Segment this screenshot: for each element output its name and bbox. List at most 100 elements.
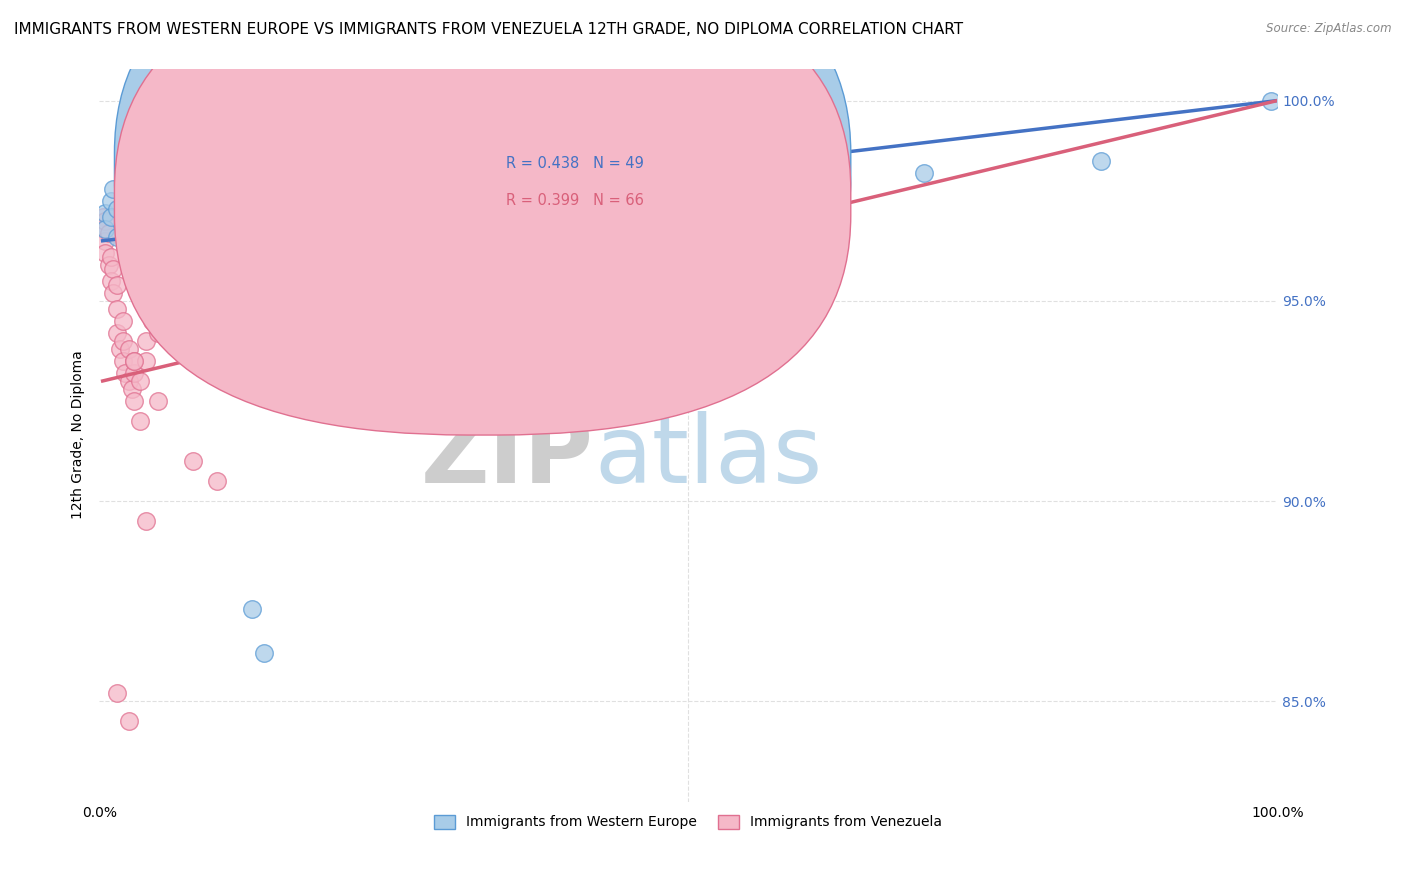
Point bbox=[253, 261, 276, 276]
Point bbox=[94, 213, 117, 227]
Point bbox=[117, 213, 139, 227]
Point bbox=[347, 210, 370, 224]
Point bbox=[117, 190, 139, 204]
Point bbox=[912, 166, 935, 180]
Point bbox=[170, 202, 193, 216]
Point bbox=[146, 326, 169, 340]
Point bbox=[229, 274, 252, 288]
Text: IMMIGRANTS FROM WESTERN EUROPE VS IMMIGRANTS FROM VENEZUELA 12TH GRADE, NO DIPLO: IMMIGRANTS FROM WESTERN EUROPE VS IMMIGR… bbox=[14, 22, 963, 37]
Point bbox=[183, 213, 205, 227]
Point bbox=[91, 221, 114, 235]
Point bbox=[200, 261, 222, 276]
Point bbox=[159, 226, 181, 240]
Point bbox=[141, 314, 163, 328]
Point bbox=[117, 714, 139, 729]
Point bbox=[97, 258, 120, 272]
Point bbox=[103, 261, 125, 276]
Point bbox=[124, 394, 146, 409]
Point bbox=[418, 202, 440, 216]
Point bbox=[240, 602, 263, 616]
Point bbox=[159, 282, 181, 296]
Point bbox=[94, 205, 117, 219]
Point bbox=[141, 213, 163, 227]
Point bbox=[100, 210, 122, 224]
Point bbox=[1090, 153, 1112, 168]
Point bbox=[94, 245, 117, 260]
Point bbox=[170, 285, 193, 300]
Point bbox=[94, 234, 117, 248]
Point bbox=[183, 454, 205, 468]
Point bbox=[183, 274, 205, 288]
Point bbox=[103, 285, 125, 300]
Point bbox=[105, 229, 128, 244]
Point bbox=[124, 234, 146, 248]
Point bbox=[323, 221, 346, 235]
Point bbox=[111, 354, 134, 368]
Point bbox=[124, 366, 146, 380]
Point bbox=[299, 205, 322, 219]
Point bbox=[323, 234, 346, 248]
Point bbox=[170, 261, 193, 276]
FancyBboxPatch shape bbox=[114, 0, 851, 435]
Text: ZIP: ZIP bbox=[420, 411, 593, 503]
Point bbox=[560, 202, 582, 216]
Point bbox=[264, 253, 287, 268]
Point bbox=[129, 374, 152, 388]
Point bbox=[124, 205, 146, 219]
Point bbox=[159, 314, 181, 328]
Point bbox=[111, 314, 134, 328]
Point bbox=[299, 221, 322, 235]
Point bbox=[382, 213, 405, 227]
Point bbox=[194, 261, 217, 276]
Point bbox=[153, 198, 176, 212]
Point bbox=[97, 226, 120, 240]
FancyBboxPatch shape bbox=[114, 0, 851, 399]
Point bbox=[135, 202, 157, 216]
Text: R = 0.438   N = 49: R = 0.438 N = 49 bbox=[506, 156, 644, 171]
Point bbox=[129, 221, 152, 235]
Y-axis label: 12th Grade, No Diploma: 12th Grade, No Diploma bbox=[72, 351, 86, 519]
Point bbox=[135, 218, 157, 232]
Point bbox=[124, 354, 146, 368]
Point bbox=[117, 342, 139, 356]
Point bbox=[129, 414, 152, 428]
Point bbox=[794, 178, 817, 192]
Text: atlas: atlas bbox=[593, 411, 823, 503]
Point bbox=[146, 301, 169, 316]
Point bbox=[501, 198, 523, 212]
Point bbox=[1260, 94, 1282, 108]
Point bbox=[299, 242, 322, 256]
Point bbox=[100, 194, 122, 208]
Point bbox=[253, 646, 276, 660]
Point bbox=[111, 218, 134, 232]
Point bbox=[188, 245, 211, 260]
Point bbox=[135, 354, 157, 368]
Point bbox=[323, 234, 346, 248]
Point bbox=[105, 686, 128, 700]
Point bbox=[676, 182, 699, 196]
Point bbox=[441, 205, 464, 219]
Point bbox=[165, 274, 187, 288]
Point bbox=[277, 213, 299, 227]
Point bbox=[218, 237, 240, 252]
Point bbox=[205, 245, 228, 260]
Point bbox=[105, 202, 128, 216]
Point bbox=[105, 301, 128, 316]
Point bbox=[560, 205, 582, 219]
Point bbox=[205, 253, 228, 268]
Point bbox=[111, 334, 134, 348]
Point bbox=[153, 293, 176, 308]
Point bbox=[111, 198, 134, 212]
Point bbox=[264, 221, 287, 235]
Point bbox=[229, 250, 252, 264]
Point bbox=[105, 326, 128, 340]
Point bbox=[121, 382, 143, 396]
Point bbox=[441, 194, 464, 208]
Point bbox=[117, 374, 139, 388]
Point bbox=[277, 234, 299, 248]
Point bbox=[264, 245, 287, 260]
Point bbox=[110, 342, 132, 356]
Point bbox=[146, 194, 169, 208]
Text: R = 0.399   N = 66: R = 0.399 N = 66 bbox=[506, 193, 644, 208]
Point bbox=[91, 210, 114, 224]
